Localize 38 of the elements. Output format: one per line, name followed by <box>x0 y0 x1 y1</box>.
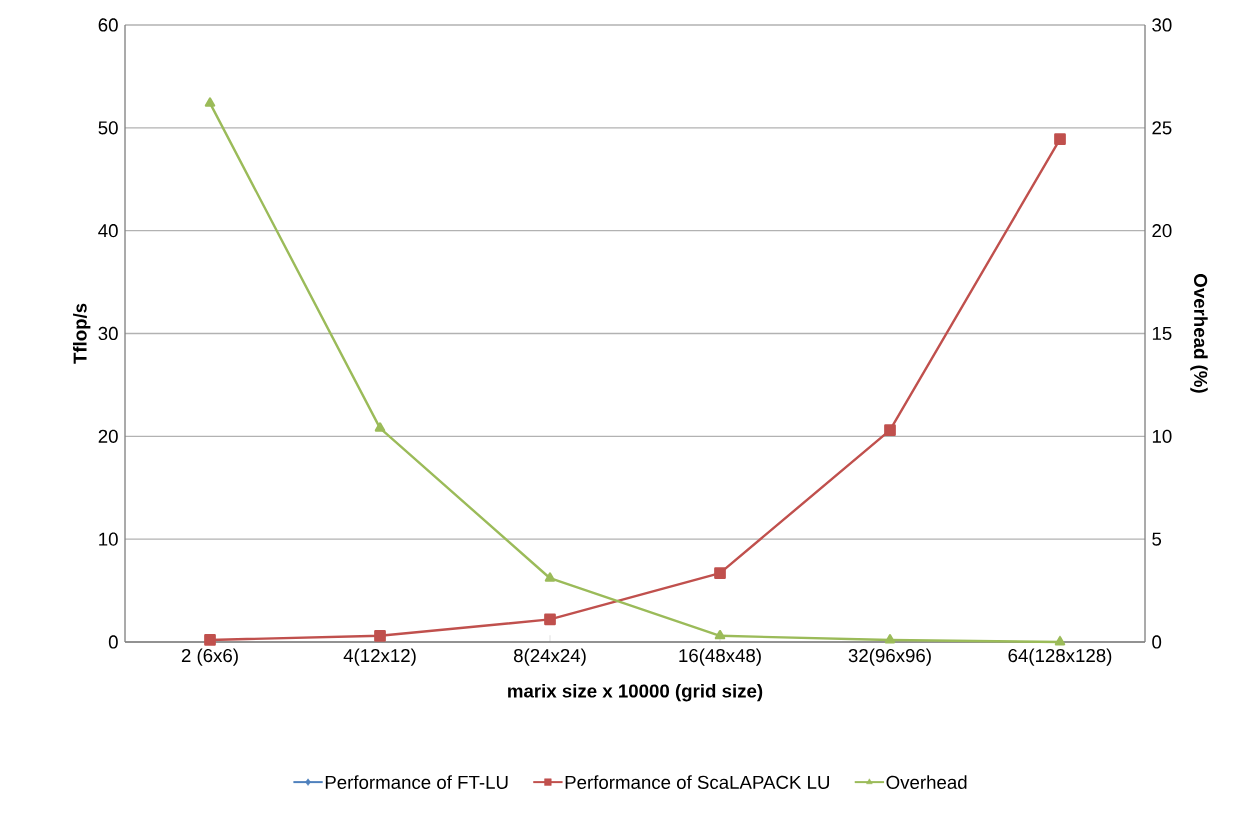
y-tick-label: 60 <box>98 18 118 32</box>
point <box>544 572 556 582</box>
x-tick-label: 8(24x24) <box>513 648 586 666</box>
x-tick-label: 2 (6x6) <box>181 648 238 666</box>
y2-tick-label: 0 <box>1152 635 1162 649</box>
point <box>1054 133 1066 146</box>
point <box>884 634 896 644</box>
point <box>714 567 726 579</box>
point <box>374 422 386 432</box>
point <box>204 97 216 107</box>
point <box>714 629 726 640</box>
x-axis-title: marix size x 10000 (grid size) <box>508 683 763 702</box>
y-tick-label: 10 <box>99 532 118 546</box>
legend-label: Performance of FT-LU <box>325 775 508 789</box>
y-tick-label: 20 <box>98 429 118 443</box>
x-tick-label: 32(96x96) <box>848 648 931 666</box>
x-tick-label: 64(128x128) <box>1008 648 1112 666</box>
point <box>374 629 386 642</box>
point <box>884 424 896 437</box>
x-tick-label: 4(12x12) <box>343 648 416 666</box>
point <box>1054 636 1066 646</box>
legend-label: Performance of ScaLAPACK LU <box>565 775 829 789</box>
y-tick-label: 30 <box>98 326 118 341</box>
x-tick-label: 16(48x48) <box>679 648 761 666</box>
y2-tick-label: 5 <box>1152 532 1162 546</box>
y-axis-title: Tflop/s <box>72 303 91 364</box>
legend-label: Overhead <box>886 775 967 789</box>
y2-tick-label: 25 <box>1152 121 1172 135</box>
y2-tick-label: 20 <box>1152 224 1172 238</box>
y-tick-label: 50 <box>98 121 118 135</box>
y2-axis-title: Overhead (%) <box>1190 274 1208 393</box>
y-tick-label: 40 <box>98 224 118 238</box>
point <box>544 613 556 626</box>
y2-tick-label: 15 <box>1152 326 1172 341</box>
point <box>204 634 216 646</box>
y2-tick-label: 10 <box>1152 429 1172 443</box>
y-tick-label: 0 <box>108 635 118 649</box>
y2-tick-label: 30 <box>1152 18 1172 32</box>
